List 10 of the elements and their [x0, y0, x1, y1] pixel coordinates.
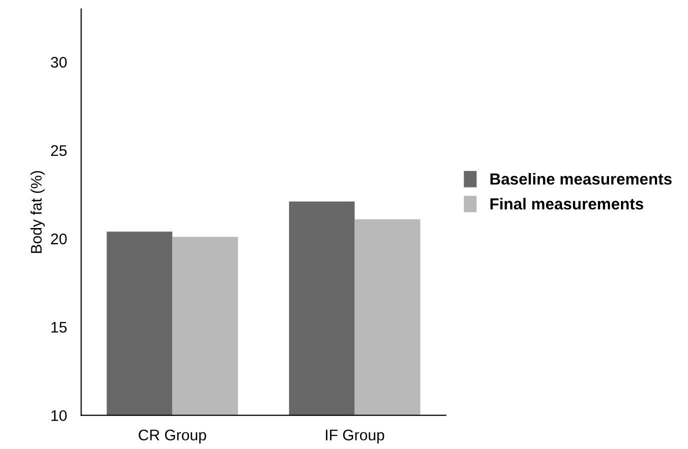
y-tick-label: 15 — [51, 322, 67, 333]
legend-label: Final measurements — [490, 198, 644, 210]
x-tick-label: CR Group — [138, 430, 206, 444]
y-axis-title: Body fat (%) — [30, 171, 45, 253]
y-tick-label: 25 — [51, 145, 67, 156]
y-tick-label: 10 — [51, 410, 67, 422]
y-tick-label: 30 — [50, 56, 67, 68]
y-tick-label: 20 — [51, 234, 67, 244]
legend-label: Baseline measurements — [490, 172, 672, 185]
x-tick-label: IF Group — [326, 430, 384, 444]
